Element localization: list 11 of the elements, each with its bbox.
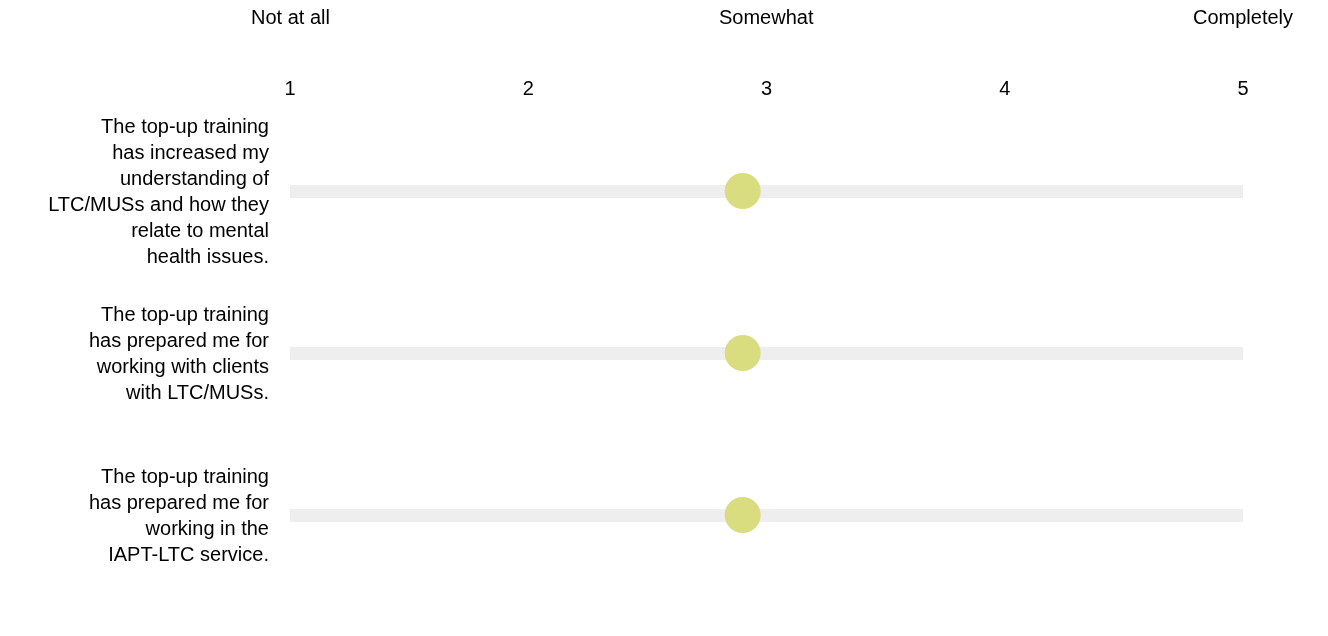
x-tick-label: 3 <box>760 77 773 99</box>
text: Completely <box>1193 6 1294 28</box>
y-tick-label: The top-up training has increased my understanding of LTC/MUSs and how they relate to mental health issues. <box>48 115 270 267</box>
text: Somewhat <box>719 6 814 28</box>
x-tick-label: 1 <box>284 77 296 99</box>
x-tick-label: 4 <box>999 77 1011 99</box>
y-tick-label: The top-up training has prepared me for working in the IAPT-LTC service. <box>88 465 270 565</box>
x-tick-label: 5 <box>1237 77 1249 99</box>
text: Not at all <box>251 6 330 28</box>
x-tick-label: 2 <box>522 77 534 99</box>
y-tick-label: The top-up training has prepared me for working with clients with LTC/MUSs. <box>88 303 270 403</box>
